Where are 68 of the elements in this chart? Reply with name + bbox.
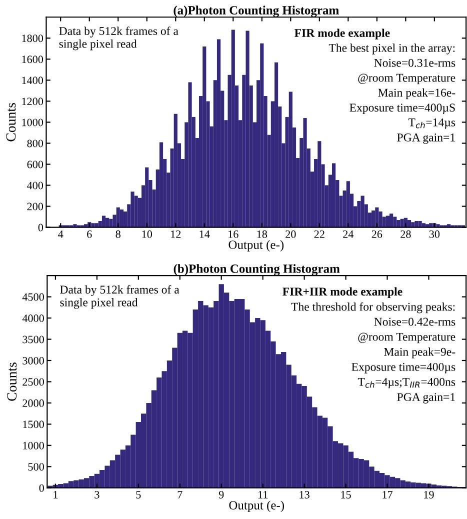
x-tick-label: 16	[228, 230, 238, 238]
y-tick-label: 2000	[22, 399, 44, 407]
x-tick-label: 6	[87, 230, 92, 238]
x-tick-label: 28	[400, 230, 411, 238]
x-tick-label: 13	[300, 490, 310, 498]
chart-title: (b)Photon Counting Histogram	[174, 264, 340, 276]
x-tick-label: 30	[429, 230, 440, 238]
x-tick-label: 19	[424, 490, 434, 498]
y-tick-label: 0	[38, 224, 44, 232]
y-tick-label: 3500	[22, 336, 44, 344]
annotation: Exposure time=400µS	[350, 104, 455, 114]
y-tick-label: 1000	[23, 442, 44, 450]
y-tick-label: 1000	[22, 118, 44, 126]
x-tick-label: 15	[341, 491, 351, 498]
y-tick-label: 2500	[22, 378, 44, 386]
x-tick-label: 5	[136, 491, 141, 498]
x-tick-label: 10	[142, 230, 152, 238]
x-tick-label: 8	[116, 230, 120, 238]
annotation: FIR mode example	[294, 28, 390, 40]
annotation: Noise=0.42e-rms	[374, 318, 456, 326]
annotation: The threshold for observing peaks:	[291, 302, 455, 314]
chart-title: (a)Photon Counting Histogram	[174, 6, 339, 18]
annotation: PGA gain=1	[397, 133, 455, 144]
y-tick-label: 1200	[22, 98, 44, 106]
annotation: PGA gain=1	[397, 393, 455, 404]
y-tick-label: 4500	[22, 293, 44, 301]
x-tick-label: 26	[372, 230, 382, 238]
x-tick-label: 24	[343, 230, 354, 238]
annotation: Data by 512k frames of a single pixel read	[60, 285, 180, 309]
x-tick-label: 3	[94, 490, 100, 498]
y-tick-label: 4000	[22, 314, 44, 322]
annotation: Main peak=9e-	[384, 348, 456, 358]
y-tick-label: 1400	[22, 76, 44, 84]
y-axis-title: Counts	[7, 362, 17, 401]
x-tick-label: 9	[218, 490, 224, 498]
x-tick-label: 7	[178, 491, 182, 498]
annotation: T$_{ch}$=4µs;T$_{IIR}$=400ns	[358, 378, 456, 388]
x-axis-title: Output (e-)	[229, 500, 284, 512]
annotation: Exposure time=400µs	[352, 362, 456, 374]
x-tick-label: 20	[286, 230, 296, 238]
x-tick-label: 17	[382, 491, 392, 498]
y-tick-label: 3000	[22, 356, 44, 364]
annotation: @room Temperature	[358, 74, 456, 84]
annotation: Data by 512k frames of a single pixel read	[59, 26, 178, 50]
x-tick-label: 22	[314, 230, 324, 238]
annotation: FIR+IIR mode example	[282, 287, 402, 298]
y-tick-label: 600	[27, 160, 44, 168]
y-axis-title: Counts	[6, 103, 16, 142]
y-tick-label: 1500	[23, 420, 44, 428]
x-tick-label: 1	[54, 491, 58, 498]
annotation: T$_{ch}$=14µs	[408, 118, 456, 129]
annotation: Main peak=16e-	[378, 88, 456, 100]
y-tick-label: 800	[27, 140, 44, 148]
y-tick-label: 1600	[22, 56, 44, 64]
annotation: The best pixel in the array:	[328, 44, 455, 54]
y-tick-label: 1800	[22, 34, 44, 42]
x-tick-label: 18	[257, 230, 268, 238]
y-tick-label: 200	[27, 202, 44, 210]
x-axis-title: Output (e-)	[228, 240, 284, 252]
x-tick-label: 12	[171, 230, 181, 238]
y-tick-label: 0	[39, 484, 44, 492]
annotation: @room Temperature	[358, 332, 456, 344]
annotation: Noise=0.31e-rms	[374, 58, 456, 67]
y-tick-label: 500	[28, 463, 44, 471]
x-tick-label: 4	[58, 230, 64, 238]
y-tick-label: 400	[27, 182, 44, 190]
x-tick-label: 14	[200, 230, 210, 238]
x-tick-label: 11	[258, 491, 268, 498]
